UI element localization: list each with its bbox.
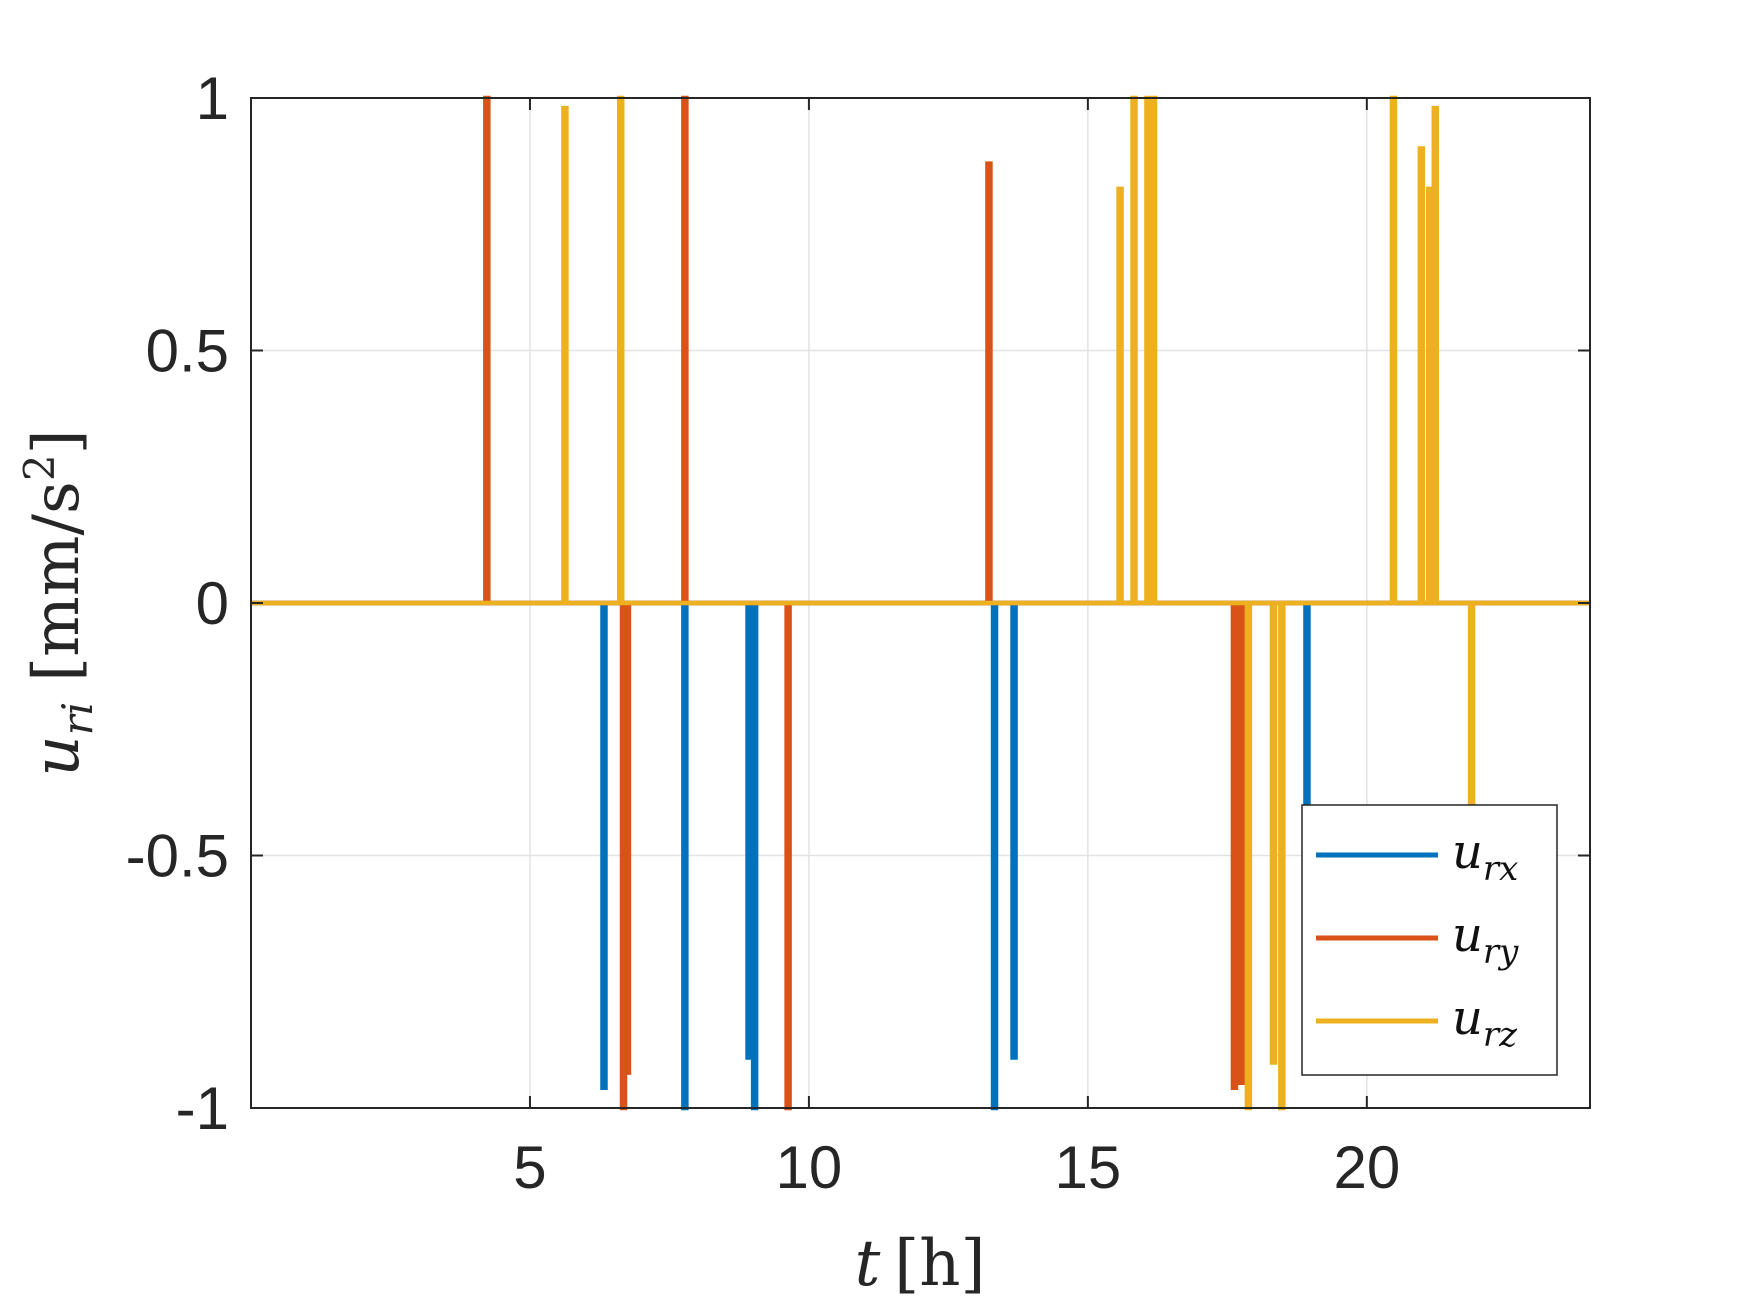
legend-entry-u-ry: ury: [1452, 907, 1519, 972]
y-tick-label: 0: [196, 570, 229, 637]
legend-entry-u-rz: urz: [1452, 990, 1518, 1055]
x-tick-label: 10: [776, 1134, 843, 1201]
tick-labels: 5 10 15 20 -1 -0.5 0 0.5 1: [126, 65, 1401, 1201]
y-tick-label: -1: [176, 1075, 229, 1142]
x-tick-label: 5: [513, 1134, 546, 1201]
y-tick-label: -0.5: [126, 823, 229, 890]
x-tick-label: 20: [1333, 1134, 1400, 1201]
y-axis-label: uri[mm/s2]: [15, 429, 102, 776]
x-axis-label: t [h]: [855, 1227, 986, 1301]
ticks: [251, 97, 1590, 1109]
legend-entry-u-rx: urx: [1452, 824, 1518, 889]
legend: urx ury urz: [1301, 804, 1558, 1076]
y-tick-label: 0.5: [146, 318, 229, 385]
y-tick-label: 1: [196, 65, 229, 132]
series-u-rz: [251, 95, 1590, 1111]
x-tick-label: 15: [1055, 1134, 1122, 1201]
